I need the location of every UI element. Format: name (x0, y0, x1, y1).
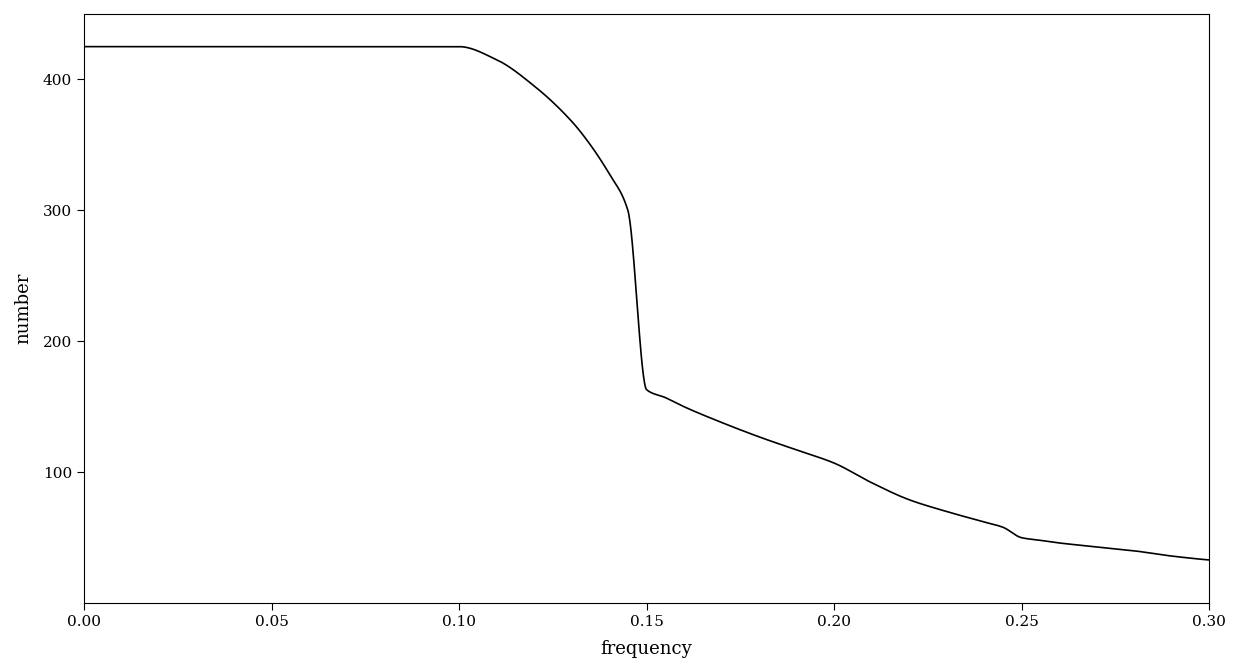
X-axis label: frequency: frequency (600, 640, 692, 658)
Y-axis label: number: number (14, 273, 32, 344)
